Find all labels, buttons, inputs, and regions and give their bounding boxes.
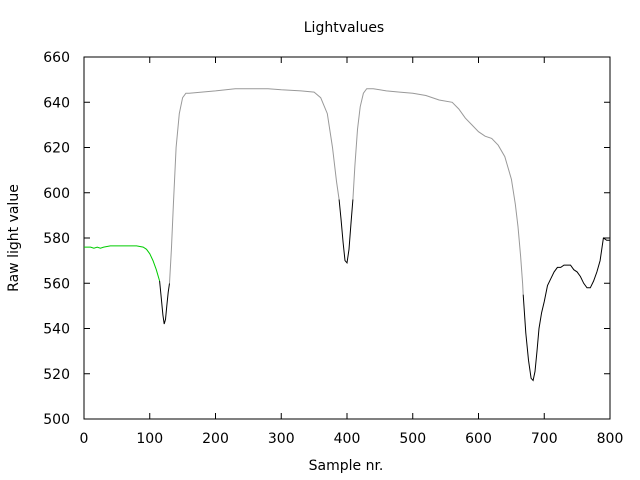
x-tick-label: 600 [465,431,492,447]
x-tick-label: 300 [268,431,295,447]
x-tick-label: 0 [80,431,89,447]
series-line-4 [338,199,354,265]
x-tick-label: 500 [399,431,426,447]
y-tick-label: 500 [43,412,70,428]
y-tick-label: 540 [43,322,70,338]
y-tick-label: 520 [43,367,70,383]
plot-area-frame [83,56,611,420]
y-tick-label: 620 [43,141,70,157]
x-tick-label: 200 [202,431,229,447]
y-tick-label: 660 [43,50,70,66]
series-line-6 [522,237,610,382]
y-axis-label: Raw light value [6,184,22,292]
x-axis-label: Sample nr. [309,458,384,474]
y-tick-label: 580 [43,231,70,247]
x-tick-label: 100 [136,431,163,447]
x-tick-label: 800 [597,431,624,447]
chart-title: Lightvalues [304,20,384,36]
series-line-3 [169,88,340,284]
series-line-2 [159,280,170,325]
x-tick-label: 400 [334,431,361,447]
y-tick-label: 640 [43,95,70,111]
series-line-1 [84,245,161,282]
x-tick-label: 700 [531,431,558,447]
y-tick-label: 560 [43,276,70,292]
series-line-5 [352,88,524,295]
y-tick-label: 600 [43,186,70,202]
